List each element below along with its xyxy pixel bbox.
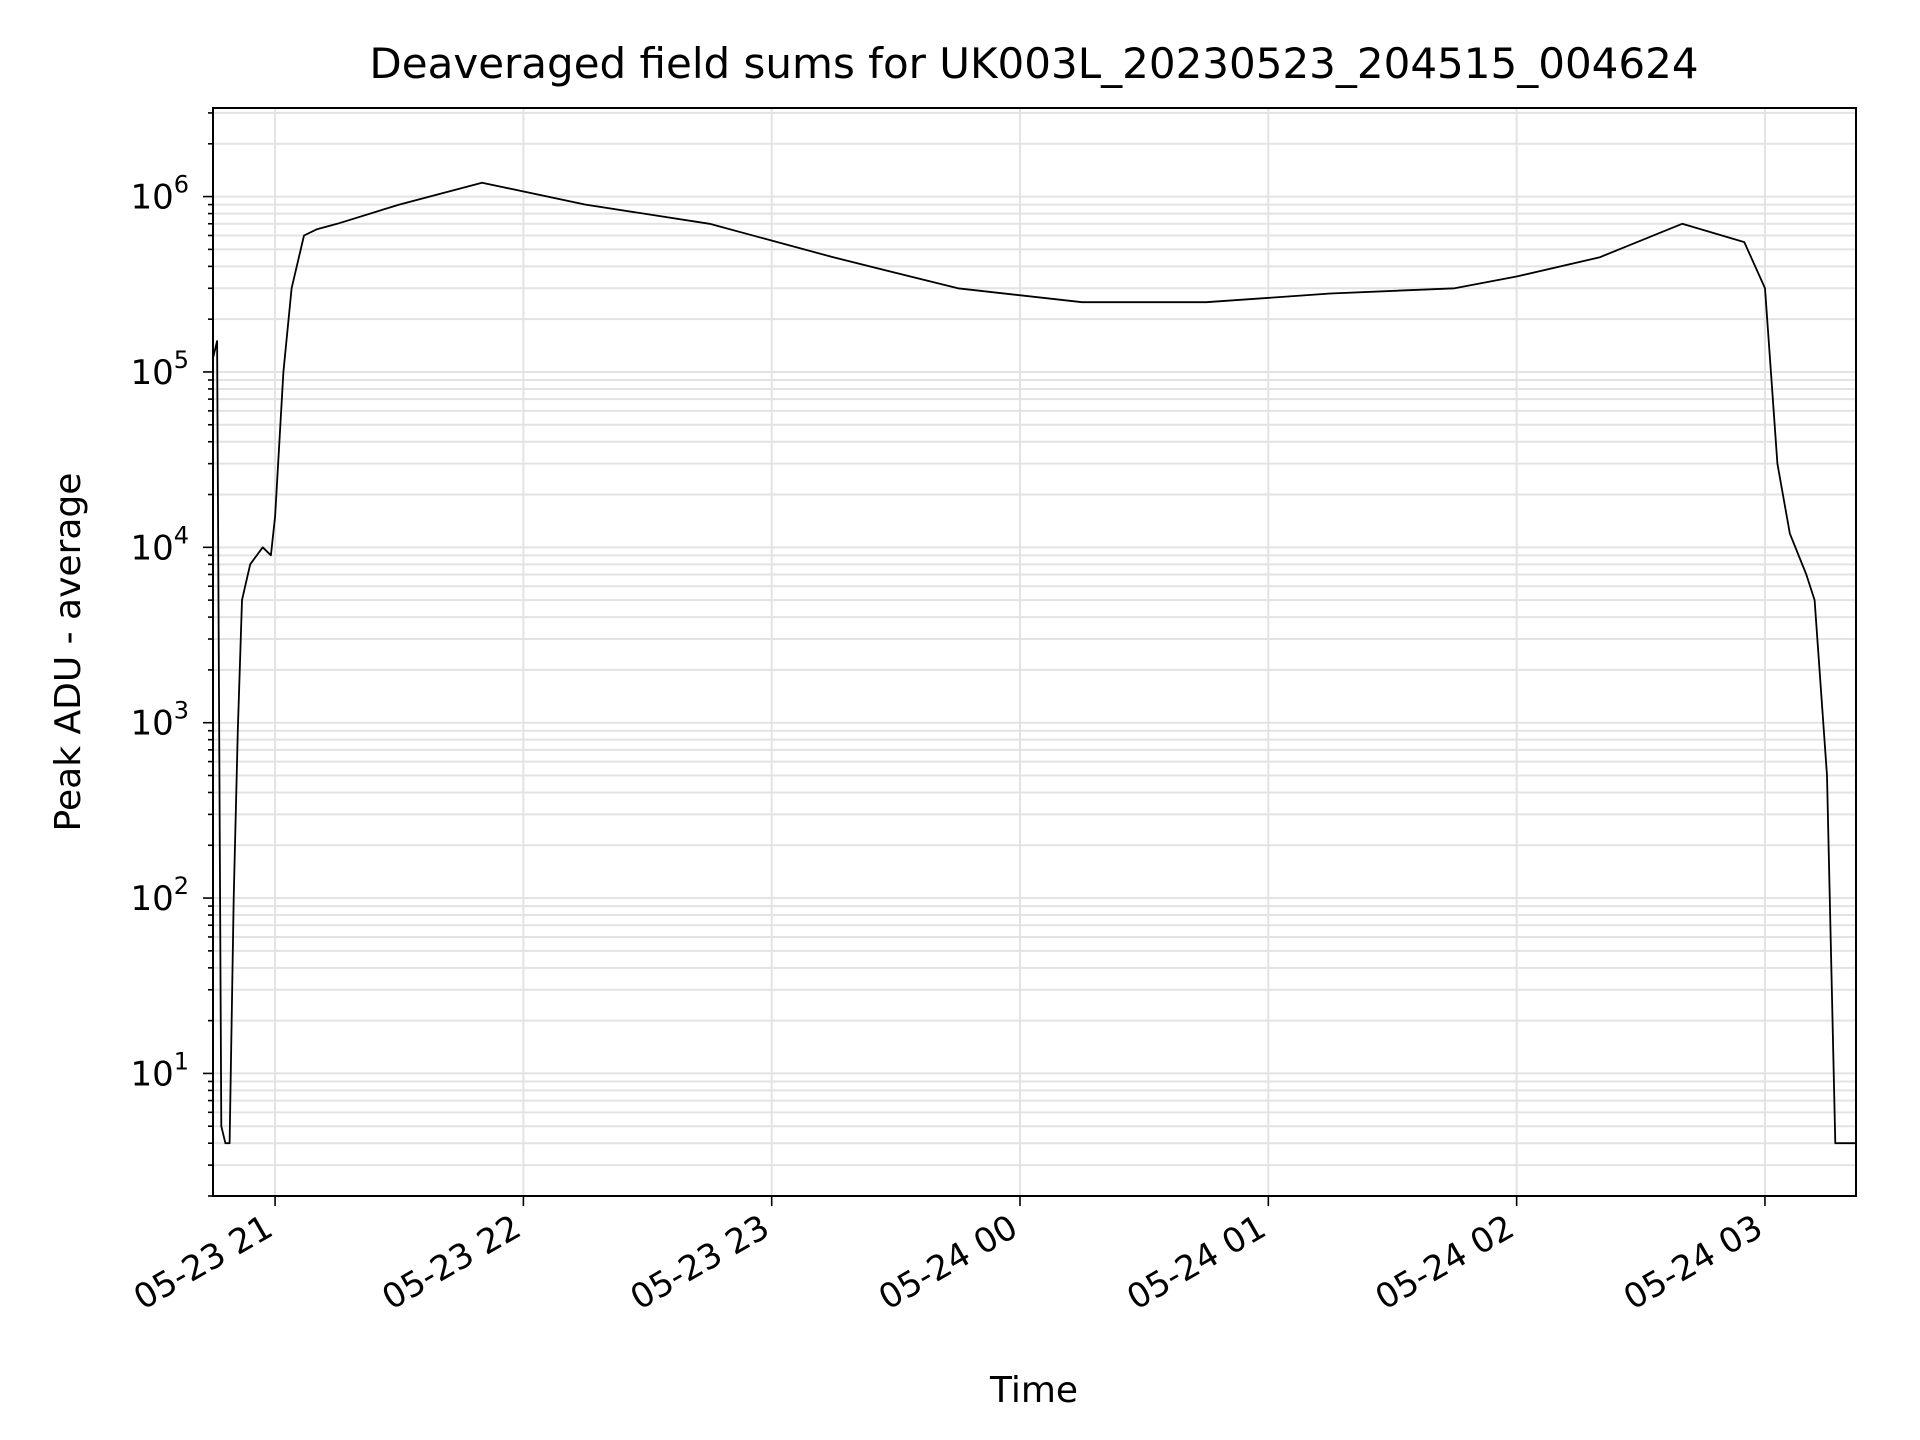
x-axis-label: Time <box>989 1370 1078 1411</box>
grid <box>213 108 1856 1197</box>
y-tick-label: 102 <box>130 872 189 919</box>
chart-title: Deaveraged field sums for UK003L_2023052… <box>369 39 1698 88</box>
plot-frame <box>212 107 1857 1197</box>
plot-line-group <box>212 181 1856 1145</box>
y-tick-label: 101 <box>130 1047 189 1094</box>
series-line <box>212 181 1856 1145</box>
y-tick-label: 106 <box>130 171 189 218</box>
y-tick-label: 104 <box>130 521 189 568</box>
y-tick-label: 105 <box>130 346 189 393</box>
y-tick-label: 103 <box>130 697 189 744</box>
y-axis-label: Peak ADU - average <box>48 473 89 832</box>
